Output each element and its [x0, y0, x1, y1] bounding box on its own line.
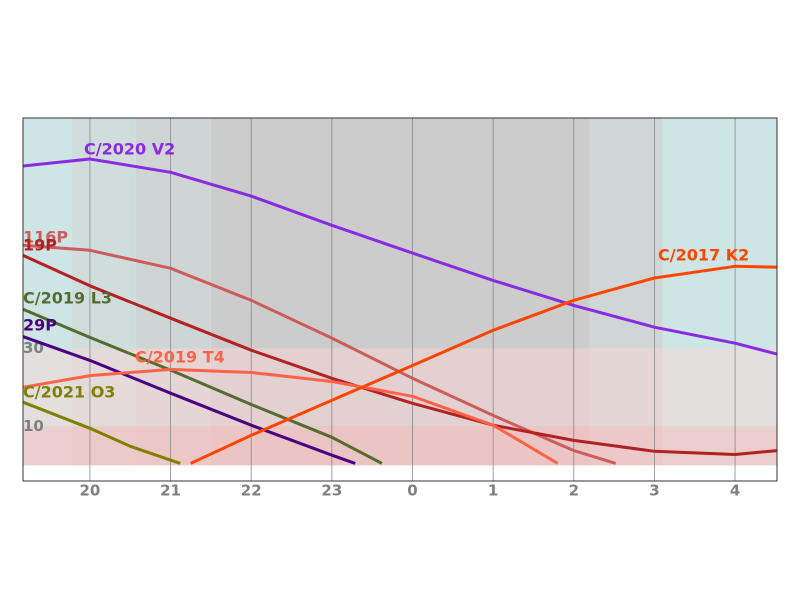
x-tick-label: 0 — [407, 482, 417, 500]
plot-frame — [22, 117, 778, 482]
below-horizon — [23, 465, 777, 481]
legend-label: 19P — [23, 236, 57, 255]
comet-curve — [22, 367, 559, 465]
x-tick-label: 1 — [488, 482, 498, 500]
legend-label: 29P — [23, 316, 57, 335]
altitude-band — [23, 426, 777, 466]
legend-label: C/2020 V2 — [84, 140, 175, 159]
sky-band — [135, 118, 211, 481]
x-tick-label: 4 — [730, 482, 740, 500]
legend-label: C/2019 T4 — [135, 348, 225, 367]
x-tick-label: 2 — [569, 482, 579, 500]
comet-curve — [22, 335, 356, 465]
x-tick-label: 21 — [160, 482, 181, 500]
sky-band — [589, 118, 663, 481]
legend-label: C/2021 O3 — [23, 383, 115, 402]
legend-label: C/2019 L3 — [23, 289, 112, 308]
x-tick-label: 23 — [321, 482, 342, 500]
legend-label: 116P — [23, 228, 68, 247]
comet-curve — [190, 264, 778, 465]
x-tick-label: 3 — [649, 482, 659, 500]
comet-curve — [22, 157, 778, 356]
x-tick-label: 20 — [79, 482, 100, 500]
sky-band — [210, 118, 590, 481]
comet-curve — [22, 243, 617, 465]
sky-band — [23, 118, 72, 481]
comet-curve — [22, 307, 383, 465]
legend-label: C/2017 K2 — [658, 246, 749, 265]
sky-band — [662, 118, 777, 481]
comet-curve — [22, 400, 181, 465]
y-tick-label: 10 — [23, 417, 44, 435]
comet-curve — [22, 254, 778, 456]
x-tick-label: 22 — [241, 482, 262, 500]
